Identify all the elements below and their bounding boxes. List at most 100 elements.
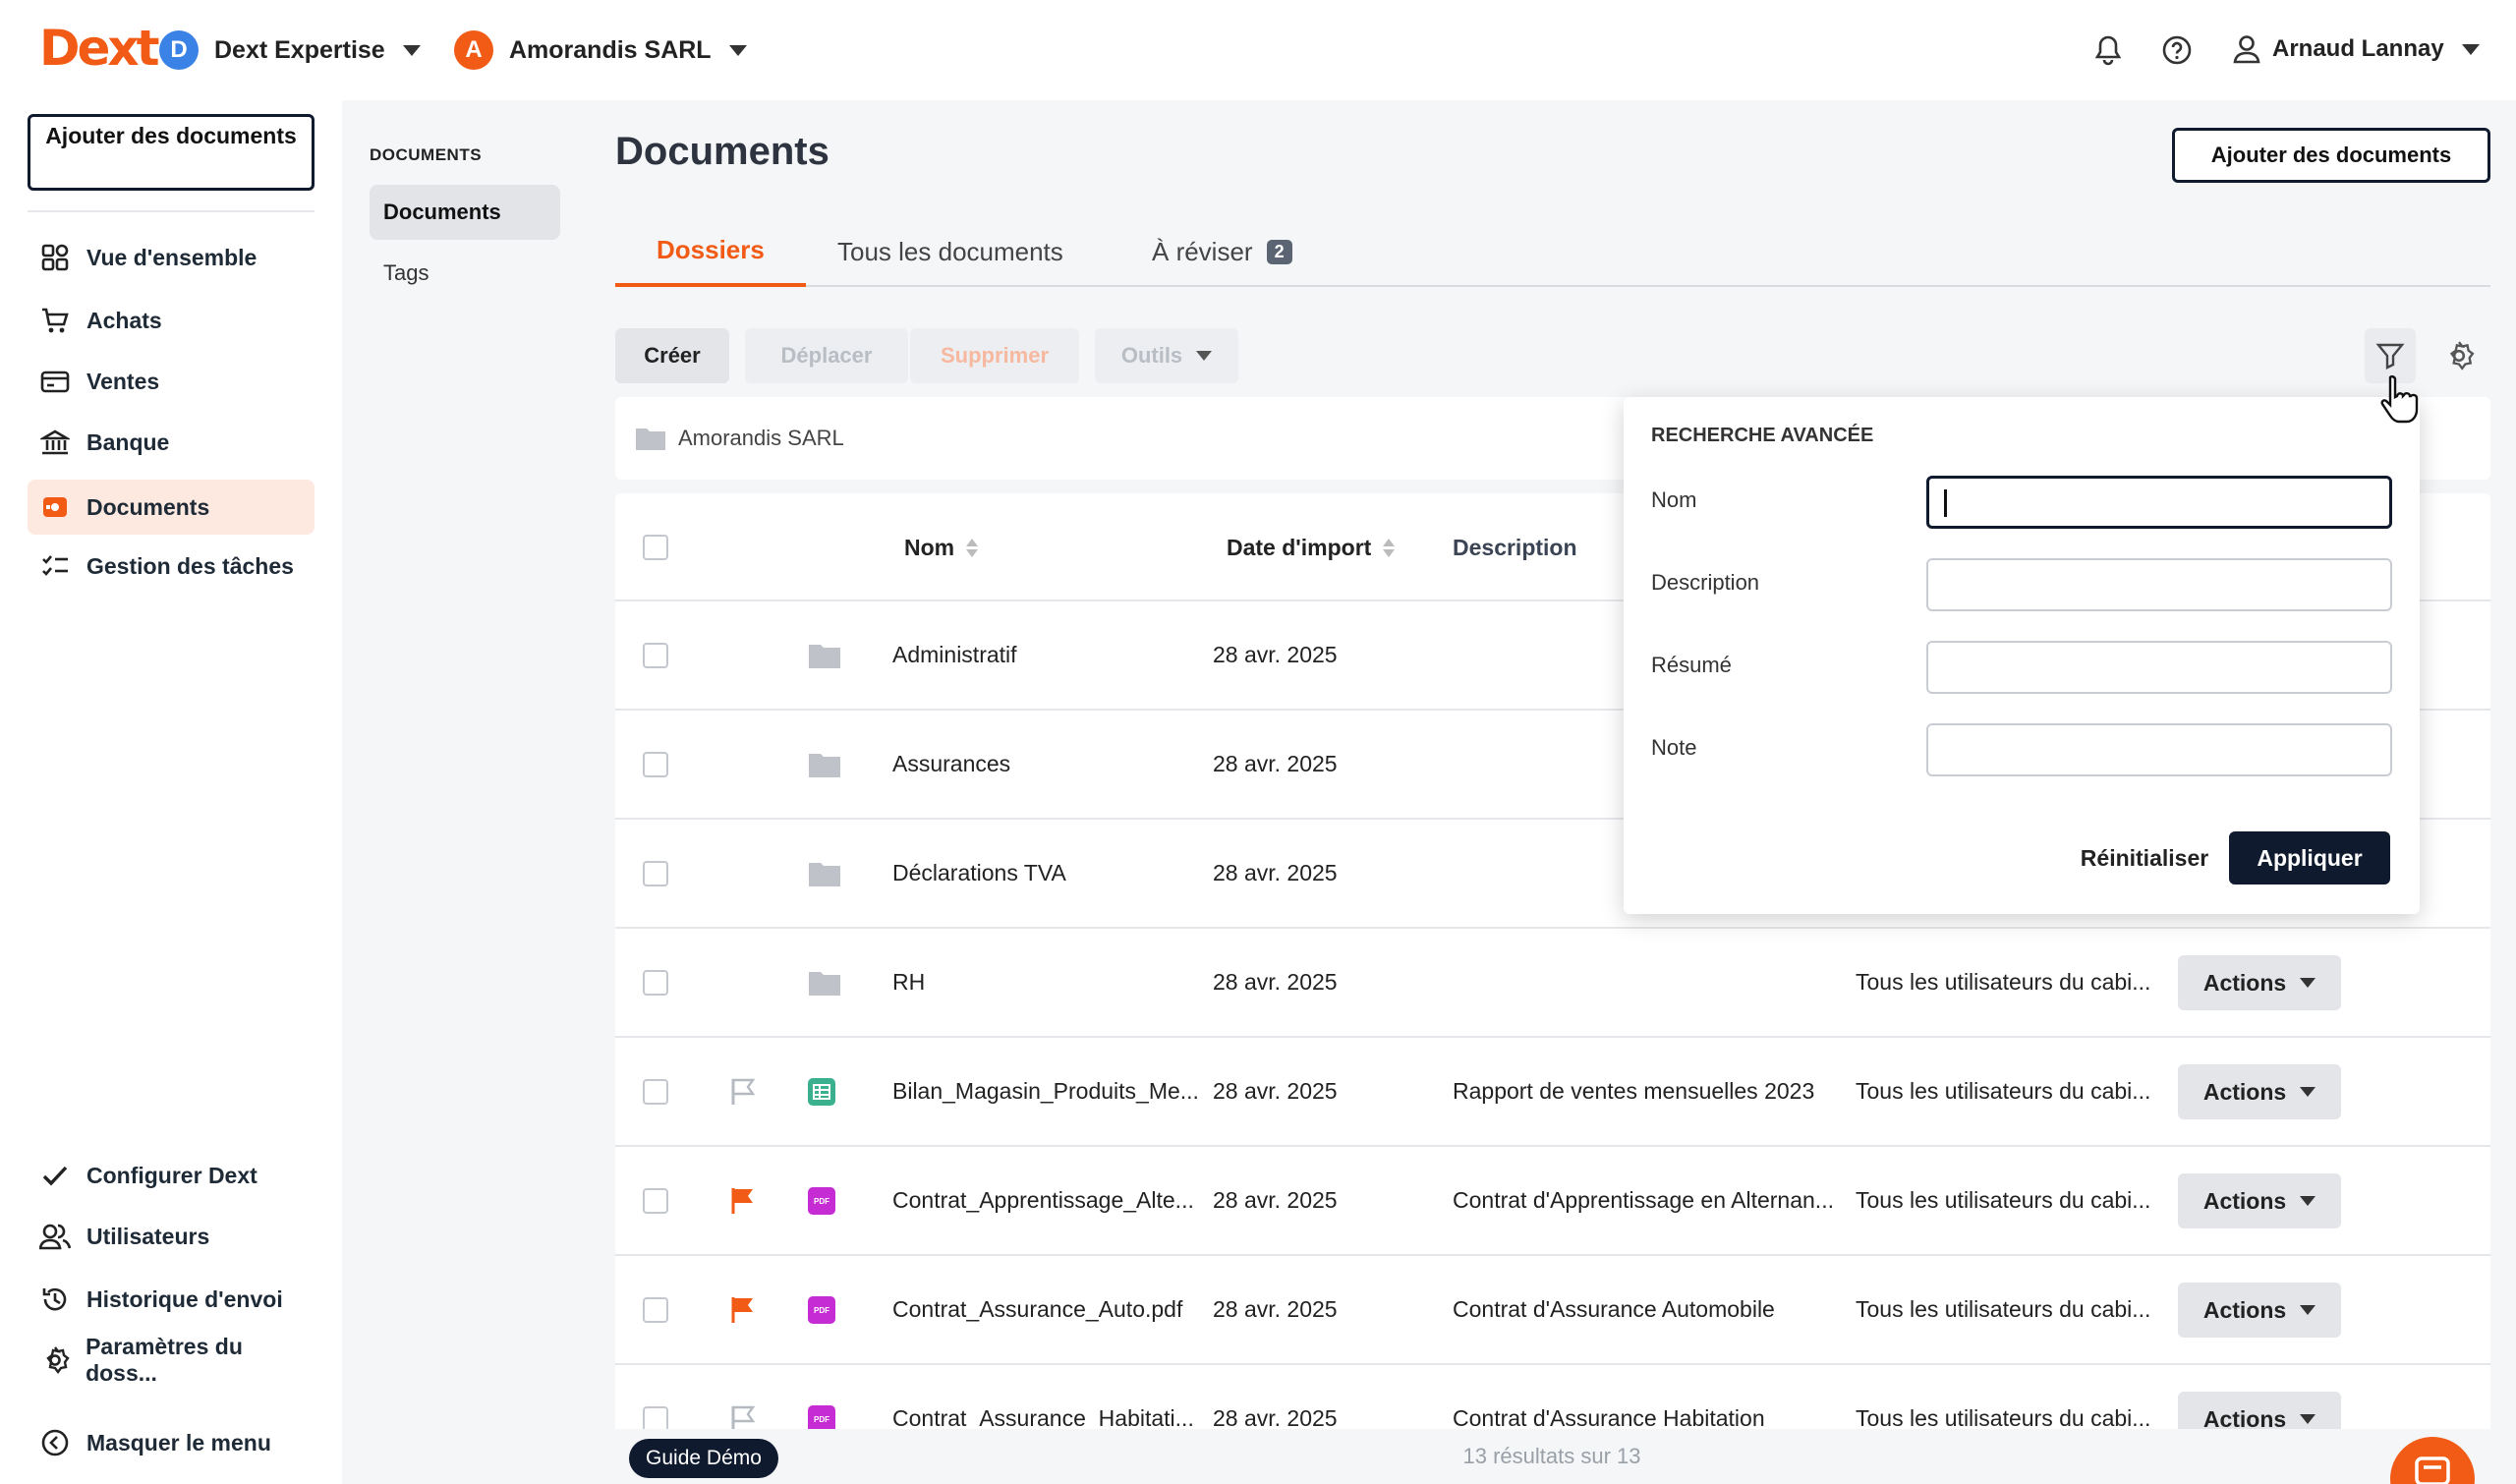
- sidebar-item-label: Ventes: [86, 368, 160, 394]
- row-name[interactable]: Contrat_Apprentissage_Alte...: [892, 1187, 1194, 1213]
- cart-icon: [37, 303, 73, 338]
- sidebar-item-history[interactable]: Historique d'envoi: [28, 1272, 314, 1327]
- column-import-date[interactable]: Date d'import: [1227, 535, 1396, 561]
- settings-button[interactable]: [2433, 328, 2485, 383]
- row-name[interactable]: Contrat_Assurance_Habitati...: [892, 1405, 1194, 1431]
- tab-label: Dossiers: [657, 234, 765, 264]
- sidebar-item-sales[interactable]: Ventes: [28, 354, 314, 409]
- note-input[interactable]: [1926, 723, 2392, 776]
- bank-icon: [37, 425, 73, 460]
- create-button[interactable]: Créer: [615, 328, 729, 383]
- table-row[interactable]: Administratif 28 avr. 2025: [615, 601, 2490, 711]
- dext-logo[interactable]: Dext: [39, 20, 160, 77]
- actions-label: Actions: [2202, 969, 2287, 996]
- row-name[interactable]: Administratif: [892, 642, 1017, 667]
- sidebar-item-tasks[interactable]: Gestion des tâches: [28, 539, 314, 594]
- row-name[interactable]: Déclarations TVA: [892, 860, 1066, 885]
- sidebar-item-label: Paramètres du doss...: [86, 1334, 243, 1386]
- row-name[interactable]: Bilan_Magasin_Produits_Me...: [892, 1078, 1199, 1104]
- actions-dropdown[interactable]: Actions: [2178, 1064, 2341, 1119]
- user-menu[interactable]: Arnaud Lannay: [2233, 29, 2480, 69]
- guide-demo-button[interactable]: Guide Démo: [629, 1439, 778, 1478]
- table-row[interactable]: RH 28 avr. 2025 Tous les utilisateurs du c…: [615, 929, 2490, 1038]
- subnav-item-tags[interactable]: Tags: [383, 260, 429, 285]
- table-row[interactable]: Déclarations TVA 28 avr. 2025: [615, 820, 2490, 929]
- divider: [28, 210, 314, 212]
- gear-icon: [2449, 341, 2475, 371]
- tools-label: Outils: [1120, 343, 1183, 368]
- add-documents-button[interactable]: Ajouter des documents: [28, 114, 314, 191]
- bell-icon[interactable]: [2089, 31, 2127, 69]
- collapse-menu-button[interactable]: Masquer le menu: [28, 1415, 314, 1470]
- org-avatar: D: [159, 30, 199, 70]
- sidebar-item-documents[interactable]: Documents: [28, 480, 314, 535]
- row-access: Tous les utilisateurs du cabi...: [1856, 1405, 2151, 1431]
- summary-input[interactable]: [1926, 641, 2392, 694]
- row-checkbox[interactable]: [643, 643, 668, 668]
- row-name[interactable]: RH: [892, 969, 926, 995]
- apply-button[interactable]: Appliquer: [2229, 831, 2390, 885]
- org-switcher-practice[interactable]: D Dext Expertise: [159, 28, 421, 73]
- name-input[interactable]: [1926, 476, 2392, 529]
- spreadsheet-file-icon: [808, 1078, 835, 1106]
- row-checkbox[interactable]: [643, 861, 668, 886]
- help-icon[interactable]: [2158, 31, 2196, 69]
- add-documents-header-button[interactable]: Ajouter des documents: [2172, 128, 2490, 183]
- settings-icon: [37, 1342, 72, 1378]
- tab-to-review[interactable]: À réviser 2: [1152, 216, 1292, 287]
- sidebar-item-overview[interactable]: Vue d'ensemble: [28, 230, 314, 285]
- table-row[interactable]: Assurances 28 avr. 2025: [615, 711, 2490, 820]
- text-caret: [1944, 489, 1947, 517]
- flag-icon[interactable]: [729, 1295, 757, 1330]
- flag-icon[interactable]: [729, 1186, 757, 1221]
- column-label: Date d'import: [1227, 535, 1372, 560]
- flag-icon[interactable]: [729, 1404, 757, 1439]
- flag-icon[interactable]: [729, 1077, 757, 1112]
- delete-button[interactable]: Supprimer: [910, 328, 1079, 383]
- sidebar-item-configure[interactable]: Configurer Dext: [28, 1148, 314, 1203]
- sidebar-item-users[interactable]: Utilisateurs: [28, 1209, 314, 1264]
- row-checkbox[interactable]: [643, 970, 668, 996]
- client-name: Amorandis SARL: [509, 35, 712, 64]
- tab-all-documents[interactable]: Tous les documents: [837, 216, 1063, 287]
- table-row[interactable]: Bilan_Magasin_Produits_Me... 28 avr. 2025…: [615, 1038, 2490, 1147]
- folder-icon: [808, 969, 841, 1001]
- move-button[interactable]: Déplacer: [745, 328, 908, 383]
- row-checkbox[interactable]: [643, 1079, 668, 1105]
- description-input[interactable]: [1926, 558, 2392, 611]
- sidebar-item-bank[interactable]: Banque: [28, 415, 314, 470]
- subnav-item-documents[interactable]: Documents: [370, 185, 560, 240]
- actions-dropdown[interactable]: Actions: [2178, 1283, 2341, 1338]
- sort-icon: [966, 539, 979, 557]
- table-row[interactable]: PDF Contrat_Assurance_Auto.pdf 28 avr. 202…: [615, 1256, 2490, 1365]
- sidebar-item-folder-settings[interactable]: Paramètres du doss...: [28, 1333, 314, 1388]
- actions-dropdown[interactable]: Actions: [2178, 955, 2341, 1010]
- column-description: Description: [1453, 535, 1577, 561]
- row-checkbox[interactable]: [643, 1297, 668, 1323]
- actions-label: Actions: [2202, 1296, 2287, 1323]
- tab-label: Tous les documents: [837, 236, 1063, 266]
- tab-folders[interactable]: Dossiers: [615, 216, 806, 287]
- org-switcher-client[interactable]: A Amorandis SARL: [454, 28, 747, 73]
- table-row[interactable]: PDF Contrat_Apprentissage_Alte... 28 avr. …: [615, 1147, 2490, 1256]
- row-import-date: 28 avr. 2025: [1213, 642, 1338, 667]
- actions-dropdown[interactable]: Actions: [2178, 1173, 2341, 1228]
- tools-dropdown[interactable]: Outils: [1095, 328, 1238, 383]
- column-name[interactable]: Nom: [904, 535, 979, 561]
- row-checkbox[interactable]: [643, 1188, 668, 1214]
- row-name[interactable]: Contrat_Assurance_Auto.pdf: [892, 1296, 1183, 1322]
- row-import-date: 28 avr. 2025: [1213, 1078, 1338, 1104]
- chevron-down-icon: [2300, 1087, 2316, 1097]
- row-name[interactable]: Assurances: [892, 751, 1011, 776]
- select-all-checkbox[interactable]: [643, 535, 668, 560]
- sidebar-item-purchases[interactable]: Achats: [28, 293, 314, 348]
- filter-button[interactable]: [2365, 328, 2416, 383]
- breadcrumb-item[interactable]: Amorandis SARL: [678, 426, 844, 450]
- pdf-file-icon: PDF: [808, 1187, 835, 1215]
- row-checkbox[interactable]: [643, 752, 668, 777]
- chevron-down-icon: [2300, 1414, 2316, 1424]
- row-import-date: 28 avr. 2025: [1213, 1296, 1338, 1322]
- reset-button[interactable]: Réinitialiser: [2036, 831, 2253, 885]
- chevron-down-icon: [2300, 1196, 2316, 1206]
- sidebar-item-label: Banque: [86, 428, 170, 455]
